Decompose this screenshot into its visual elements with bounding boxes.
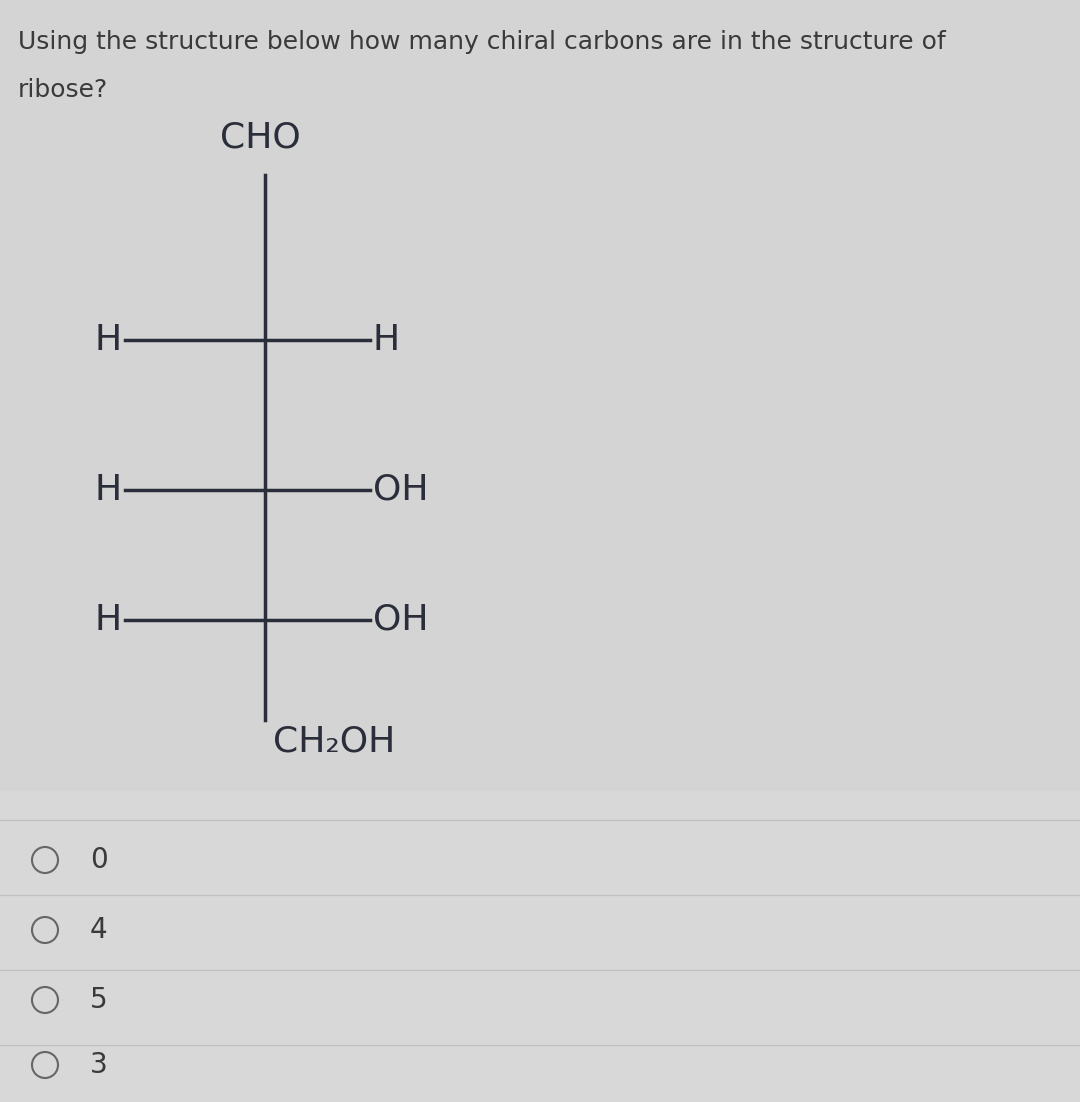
- Text: H: H: [95, 603, 122, 637]
- Text: OH: OH: [373, 603, 429, 637]
- Text: CHO: CHO: [219, 121, 300, 155]
- Text: H: H: [95, 323, 122, 357]
- Text: 5: 5: [90, 986, 108, 1014]
- Text: H: H: [95, 473, 122, 507]
- Text: ribose?: ribose?: [18, 78, 108, 102]
- Bar: [0, 0, 1080, 790]
- Text: H: H: [373, 323, 400, 357]
- Text: CH₂OH: CH₂OH: [273, 725, 395, 759]
- Text: 3: 3: [90, 1051, 108, 1079]
- Text: 4: 4: [90, 916, 108, 944]
- Text: Using the structure below how many chiral carbons are in the structure of: Using the structure below how many chira…: [18, 30, 946, 54]
- Text: OH: OH: [373, 473, 429, 507]
- Text: 0: 0: [90, 846, 108, 874]
